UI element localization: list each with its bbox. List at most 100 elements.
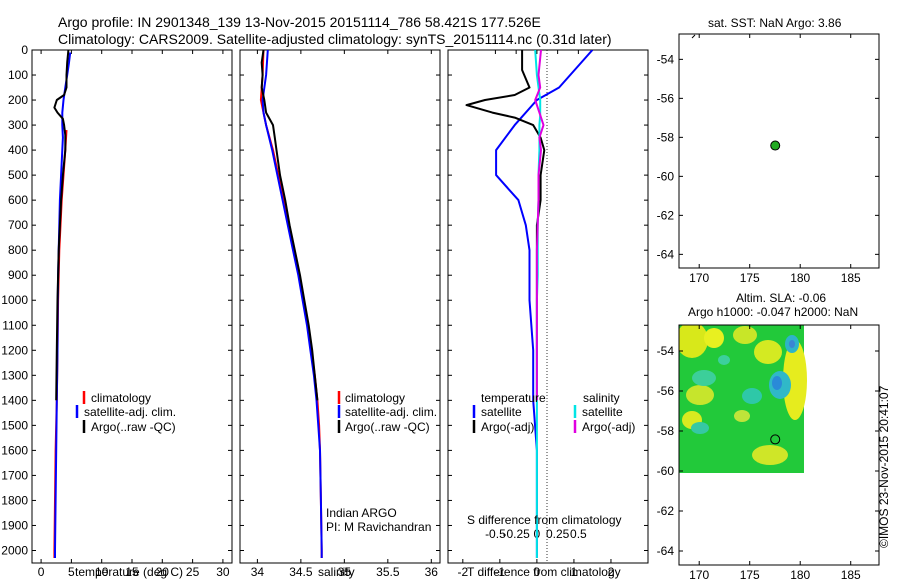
x-tick-label: 34 (251, 565, 265, 579)
longitude-tick-label: 175 (740, 568, 760, 580)
depth-tick-label: 200 (8, 93, 28, 107)
legend-temperature-header: temperature (481, 391, 546, 405)
depth-tick-label: 100 (8, 68, 28, 82)
series-line-climatology (259, 50, 323, 558)
top-x-tick-label: -0.25 (502, 527, 530, 541)
latitude-tick-label: -62 (657, 504, 675, 518)
sla-field-yellow-patch (734, 410, 750, 422)
x-tick-label: 2 (608, 565, 615, 579)
depth-tick-label: 800 (8, 243, 28, 257)
depth-tick-label: 1500 (1, 418, 28, 432)
x-tick-label: 15 (125, 565, 139, 579)
sla-field-yellow-patch (679, 325, 708, 358)
depth-tick-label: 300 (8, 118, 28, 132)
series-line-salinity-argo-adj- (534, 50, 545, 401)
sla-field-cyan-patch (691, 422, 709, 434)
salinity-plot-frame (239, 49, 441, 564)
x-tick-label: 0 (534, 565, 541, 579)
depth-tick-label: 1800 (1, 493, 28, 507)
temp-legend-satellite-label: satellite-adj. clim. (84, 405, 176, 419)
sst-map-ticks: 170 175 180 185 -54 -56 -58 -60 -62 -64 (657, 34, 879, 285)
latitude-tick-label: -58 (657, 424, 675, 438)
x-tick-label: 5 (68, 565, 75, 579)
temperature-series (53, 50, 72, 558)
depth-tick-label: 1000 (1, 293, 28, 307)
depth-tick-label: 600 (8, 193, 28, 207)
x-tick-label: -2 (457, 565, 468, 579)
principal-investigator-label: PI: M Ravichandran (326, 520, 431, 534)
depth-tick-label: 700 (8, 218, 28, 232)
salinity-legend: climatology satellite-adj. clim. Argo(..… (337, 391, 437, 434)
x-tick-label: 36 (425, 565, 439, 579)
latitude-tick-label: -54 (657, 344, 675, 358)
series-line-temperature-satellite (495, 50, 594, 558)
sla-map-panel: Altim. SLA: -0.06 Argo h1000: -0.047 h20… (657, 291, 880, 580)
longitude-tick-label: 170 (689, 568, 709, 580)
temperature-panel: 0100200300400500600700800900100011001200… (1, 43, 233, 579)
argo-float-location-marker (770, 140, 781, 151)
depth-axis-ticks: 0 100 200 300 400 500 600 700 800 900 1000 1100 1200… (1, 43, 232, 557)
temperature-difference-axis-label: T difference from climatology (467, 565, 621, 579)
sla-field-blue-patch (772, 376, 782, 390)
series-line-satellite-adj-clim- (261, 50, 323, 558)
depth-tick-label: 2000 (1, 543, 28, 557)
depth-tick-label: 0 (21, 43, 28, 57)
sal-legend-argo-label: Argo(..raw -QC) (345, 420, 430, 434)
depth-tick-label: 1200 (1, 343, 28, 357)
argo-float-location-ring (770, 434, 781, 445)
sla-field-yellow-patch (704, 328, 724, 348)
salinity-depth-ticks (240, 49, 440, 551)
longitude-tick-label: 175 (740, 271, 760, 285)
temp-legend-argo-label: Argo(..raw -QC) (91, 420, 176, 434)
depth-tick-label: 500 (8, 168, 28, 182)
latitude-tick-label: -60 (657, 464, 675, 478)
diff-legend-sal-argo-label: Argo(-adj) (582, 420, 635, 434)
x-tick-label: 10 (95, 565, 109, 579)
latitude-tick-label: -60 (657, 169, 675, 183)
sst-map-frame (678, 33, 880, 269)
x-tick-label: 30 (216, 565, 230, 579)
depth-tick-label: 1900 (1, 518, 28, 532)
temperature-legend: climatology satellite-adj. clim. Argo(..… (75, 391, 176, 434)
sal-legend-satellite-label: satellite-adj. clim. (345, 405, 437, 419)
longitude-tick-label: 170 (689, 271, 709, 285)
legend-salinity-header: salinity (583, 391, 620, 405)
x-tick-label: 20 (156, 565, 170, 579)
diff-legend-sal-satellite-label: satellite (582, 405, 623, 419)
sla-map-ticks: 170 175 180 185 -54 -56 -58 -60 -62 -64 (657, 325, 879, 580)
latitude-tick-label: -54 (657, 52, 675, 66)
top-x-tick-label: 0.25 (546, 527, 570, 541)
series-line-argo-raw-qc- (260, 50, 319, 401)
depth-tick-label: 900 (8, 268, 28, 282)
difference-series (465, 50, 594, 558)
sst-map-panel: sat. SST: NaN Argo: 3.86 170 175 180 185 -54… (657, 16, 880, 285)
x-tick-label: 0 (38, 565, 45, 579)
x-tick-label: 35 (338, 565, 352, 579)
longitude-tick-label: 180 (790, 568, 810, 580)
sla-map-frame (678, 324, 880, 566)
difference-panel: -2 -1 0 1 2 -0.5-0.25 0 0.25 0.5 S difference f… (447, 49, 649, 579)
x-tick-label: 25 (186, 565, 200, 579)
x-tick-label: 1 (571, 565, 578, 579)
latitude-tick-label: -64 (657, 544, 675, 558)
salinity-series (259, 50, 323, 558)
sla-field-yellow-patch (752, 445, 788, 465)
sla-field-yellow-patch (783, 340, 807, 420)
depth-tick-label: 400 (8, 143, 28, 157)
sla-field-blue-patch (789, 340, 795, 348)
diff-legend-temp-satellite-label: satellite (481, 405, 522, 419)
x-tick-label: 35.5 (376, 565, 400, 579)
top-x-tick-label: 0.5 (570, 527, 587, 541)
sla-field-yellow-patch (686, 385, 714, 405)
sla-field-yellow-patch (733, 326, 757, 344)
latitude-tick-label: -58 (657, 130, 675, 144)
x-tick-label: -1 (495, 565, 506, 579)
temperature-difference-ticks: -2 -1 0 1 2 (457, 559, 615, 579)
series-line-argo-raw-qc- (53, 50, 70, 401)
diff-legend-temp-argo-label: Argo(-adj) (481, 420, 534, 434)
temp-legend-climatology-label: climatology (91, 391, 151, 405)
top-x-tick-label: -0.5 (485, 527, 506, 541)
sla-field-yellow-patch (754, 340, 782, 364)
difference-depth-ticks (448, 49, 648, 551)
